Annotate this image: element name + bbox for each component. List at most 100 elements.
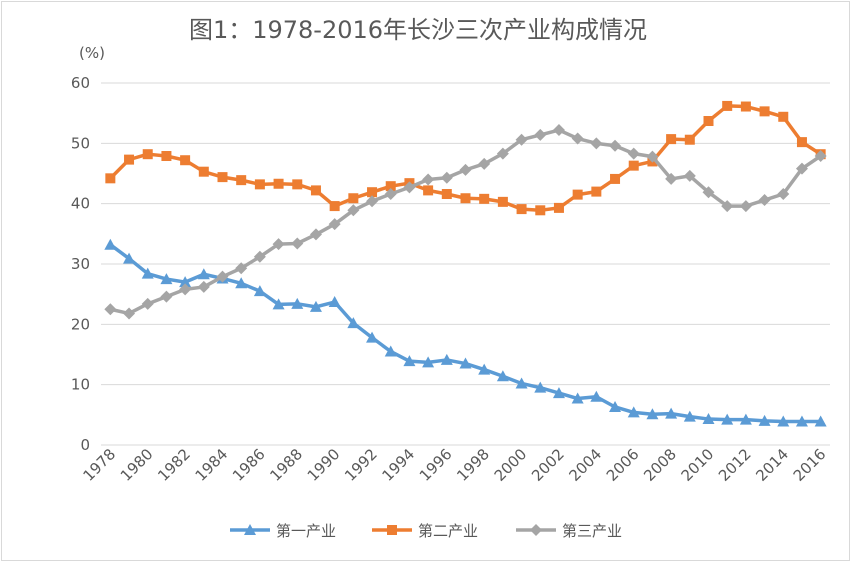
x-tick-label: 1996 bbox=[416, 445, 456, 485]
data-point-square bbox=[423, 185, 434, 196]
data-point-triangle bbox=[814, 415, 827, 427]
data-point-square bbox=[441, 189, 452, 200]
y-tick-label: 10 bbox=[71, 376, 90, 394]
data-point-square bbox=[610, 173, 621, 184]
data-point-diamond bbox=[683, 169, 696, 182]
x-tick-label: 2008 bbox=[640, 445, 680, 485]
data-point-diamond bbox=[814, 150, 827, 163]
data-point-square bbox=[740, 101, 751, 112]
data-point-square bbox=[329, 201, 340, 212]
x-tick-label: 1992 bbox=[341, 445, 381, 485]
data-point-diamond bbox=[702, 186, 715, 199]
data-point-square bbox=[180, 155, 191, 166]
data-point-diamond bbox=[758, 194, 771, 207]
data-point-triangle bbox=[291, 297, 304, 309]
legend-item: 第三产业 bbox=[516, 522, 622, 540]
data-point-triangle bbox=[496, 370, 509, 382]
data-point-diamond bbox=[347, 204, 360, 217]
data-point-diamond bbox=[721, 200, 734, 213]
data-point-diamond bbox=[403, 181, 416, 194]
data-point-square bbox=[535, 205, 546, 216]
data-point-triangle bbox=[777, 415, 790, 427]
data-point-triangle bbox=[609, 400, 622, 412]
legend: 第一产业 第二产业 第三产业 bbox=[230, 522, 622, 540]
y-tick-label: 40 bbox=[71, 195, 90, 213]
data-point-square bbox=[796, 137, 807, 148]
data-point-diamond bbox=[646, 150, 659, 163]
data-point-triangle bbox=[459, 357, 472, 369]
x-tick-label: 1982 bbox=[154, 445, 194, 485]
data-point-square bbox=[236, 175, 247, 186]
data-point-triangle bbox=[366, 331, 379, 343]
data-point-square bbox=[217, 172, 228, 183]
data-point-triangle bbox=[104, 238, 117, 250]
x-tick-label: 2016 bbox=[790, 445, 830, 485]
data-point-triangle bbox=[683, 410, 696, 422]
data-point-triangle bbox=[590, 390, 603, 402]
data-point-square bbox=[778, 111, 789, 122]
data-point-triangle bbox=[422, 356, 435, 368]
data-point-triangle bbox=[552, 387, 565, 399]
data-point-square bbox=[479, 193, 490, 204]
x-tick-label: 1984 bbox=[192, 445, 232, 485]
y-tick-label: 0 bbox=[80, 436, 90, 454]
data-point-triangle bbox=[123, 252, 136, 264]
y-axis-unit-label: (%) bbox=[79, 44, 105, 62]
x-tick-label: 1998 bbox=[453, 445, 493, 485]
data-point-diamond bbox=[496, 147, 509, 160]
x-tick-label: 2010 bbox=[678, 445, 718, 485]
data-point-triangle bbox=[141, 267, 154, 279]
x-tick-label: 1988 bbox=[266, 445, 306, 485]
data-point-square bbox=[553, 202, 564, 213]
data-point-diamond bbox=[291, 237, 304, 250]
data-point-diamond bbox=[328, 218, 341, 231]
data-point-diamond bbox=[571, 132, 584, 145]
data-point-triangle bbox=[515, 377, 528, 389]
data-point-diamond bbox=[160, 290, 173, 303]
x-tick-label: 2004 bbox=[565, 445, 605, 485]
data-point-triangle bbox=[702, 413, 715, 425]
data-point-diamond bbox=[422, 173, 435, 186]
gridlines bbox=[101, 82, 830, 446]
series-3 bbox=[104, 124, 827, 320]
data-point-diamond bbox=[123, 307, 136, 320]
data-point-square bbox=[310, 185, 321, 196]
data-point-square bbox=[722, 100, 733, 111]
data-point-triangle bbox=[179, 276, 192, 288]
data-point-diamond bbox=[590, 137, 603, 150]
x-tick-label: 2006 bbox=[603, 445, 643, 485]
y-tick-label: 20 bbox=[71, 315, 90, 333]
data-point-square bbox=[666, 134, 677, 145]
data-point-square bbox=[198, 166, 209, 177]
x-tick-label: 2014 bbox=[752, 445, 792, 485]
x-tick-label: 1980 bbox=[117, 445, 157, 485]
legend-item: 第一产业 bbox=[230, 522, 336, 540]
data-point-diamond bbox=[627, 147, 640, 160]
data-point-triangle bbox=[347, 317, 360, 329]
data-point-triangle bbox=[309, 300, 322, 312]
data-point-triangle bbox=[627, 406, 640, 418]
chart-title: 图1：1978-2016年长沙三次产业构成情况 bbox=[189, 16, 647, 44]
data-point-square bbox=[516, 204, 527, 215]
legend-item: 第二产业 bbox=[372, 522, 478, 540]
series-line bbox=[108, 128, 823, 316]
data-point-diamond bbox=[366, 195, 379, 208]
data-point-diamond bbox=[179, 283, 192, 296]
data-point-diamond bbox=[197, 280, 210, 293]
data-point-diamond bbox=[739, 200, 752, 213]
x-tick-label: 2002 bbox=[528, 445, 568, 485]
data-point-square bbox=[572, 189, 583, 200]
x-axis-ticks: 1978198019821984198619881990199219941996… bbox=[79, 445, 829, 485]
data-point-square bbox=[348, 193, 359, 204]
data-point-square bbox=[460, 193, 471, 204]
x-tick-label: 2012 bbox=[715, 445, 755, 485]
data-point-diamond bbox=[216, 270, 229, 283]
data-point-diamond bbox=[609, 139, 622, 152]
x-tick-label: 1986 bbox=[229, 445, 269, 485]
data-point-square bbox=[684, 134, 695, 145]
data-point-triangle bbox=[795, 415, 808, 427]
data-point-diamond bbox=[440, 171, 453, 184]
data-point-triangle bbox=[721, 413, 734, 425]
x-tick-label: 1990 bbox=[304, 445, 344, 485]
